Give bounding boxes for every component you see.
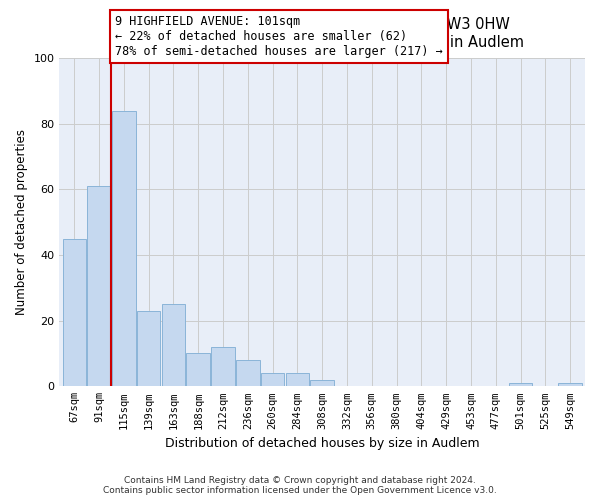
Text: Contains HM Land Registry data © Crown copyright and database right 2024.
Contai: Contains HM Land Registry data © Crown c… — [103, 476, 497, 495]
Bar — [509, 383, 532, 386]
Bar — [137, 311, 160, 386]
Bar — [559, 383, 582, 386]
Bar — [286, 373, 309, 386]
Bar — [88, 186, 111, 386]
Bar — [187, 354, 210, 386]
Text: 9 HIGHFIELD AVENUE: 101sqm
← 22% of detached houses are smaller (62)
78% of semi: 9 HIGHFIELD AVENUE: 101sqm ← 22% of deta… — [115, 15, 443, 58]
Bar — [211, 347, 235, 387]
Bar — [161, 304, 185, 386]
Bar — [310, 380, 334, 386]
Bar — [261, 373, 284, 386]
Bar — [236, 360, 260, 386]
Bar — [62, 238, 86, 386]
X-axis label: Distribution of detached houses by size in Audlem: Distribution of detached houses by size … — [165, 437, 479, 450]
Y-axis label: Number of detached properties: Number of detached properties — [15, 129, 28, 315]
Bar — [112, 110, 136, 386]
Title: 9, HIGHFIELD AVENUE, AUDLEM, CREWE, CW3 0HW
Size of property relative to detache: 9, HIGHFIELD AVENUE, AUDLEM, CREWE, CW3 … — [120, 18, 524, 50]
